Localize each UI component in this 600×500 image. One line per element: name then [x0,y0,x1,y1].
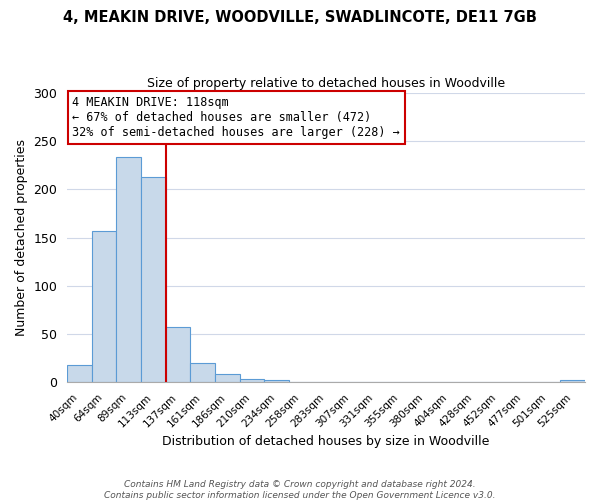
X-axis label: Distribution of detached houses by size in Woodville: Distribution of detached houses by size … [163,434,490,448]
Bar [141,177,166,382]
Bar [116,156,141,382]
Bar [265,380,289,382]
Text: Contains HM Land Registry data © Crown copyright and database right 2024.
Contai: Contains HM Land Registry data © Crown c… [104,480,496,500]
Title: Size of property relative to detached houses in Woodville: Size of property relative to detached ho… [147,78,505,90]
Bar [166,328,190,382]
Bar [92,231,116,382]
Text: 4, MEAKIN DRIVE, WOODVILLE, SWADLINCOTE, DE11 7GB: 4, MEAKIN DRIVE, WOODVILLE, SWADLINCOTE,… [63,10,537,25]
Y-axis label: Number of detached properties: Number of detached properties [15,139,28,336]
Bar [67,365,92,382]
Bar [190,363,215,382]
Bar [215,374,240,382]
Text: 4 MEAKIN DRIVE: 118sqm
← 67% of detached houses are smaller (472)
32% of semi-de: 4 MEAKIN DRIVE: 118sqm ← 67% of detached… [73,96,400,139]
Bar [560,380,585,382]
Bar [240,378,265,382]
